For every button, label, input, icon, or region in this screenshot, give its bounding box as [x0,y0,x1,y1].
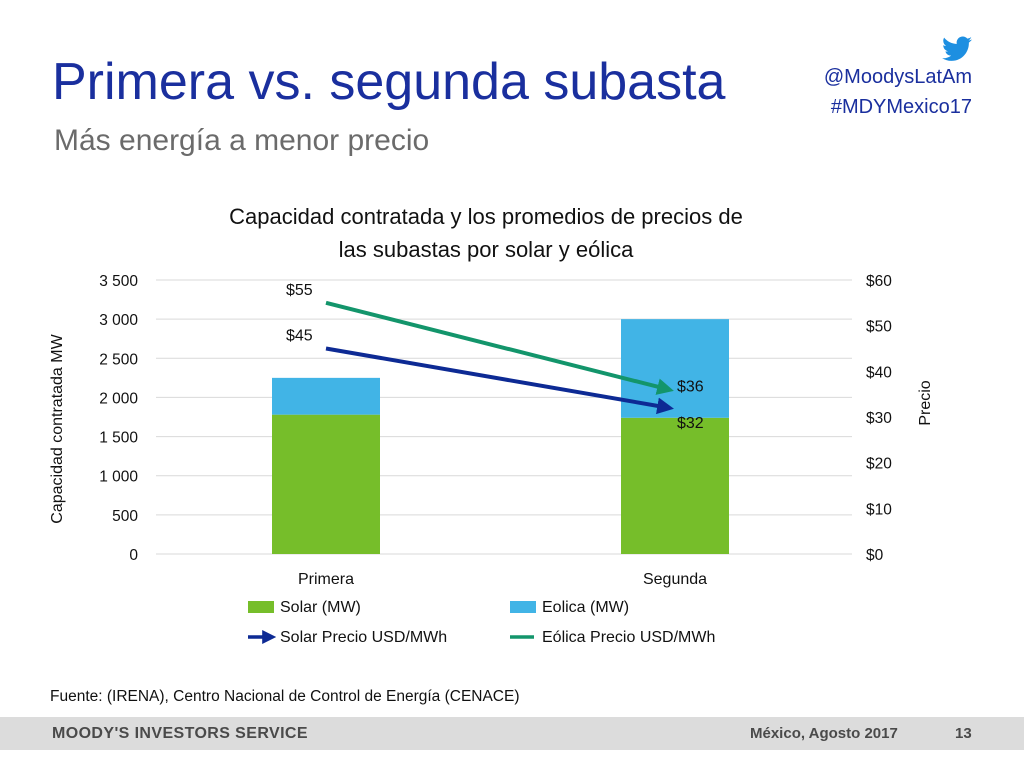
slide-title: Primera vs. segunda subasta [52,53,726,111]
slide-subtitle: Más energía a menor precio [54,124,430,157]
bar-eolica-primera [272,377,380,415]
bars [272,319,729,554]
gridlines [156,279,852,555]
bar-solar-segunda [621,417,729,554]
y2-tick-label: $0 [866,547,884,564]
price-line-eolica [325,300,674,395]
y2-tick-label: $50 [866,319,892,336]
chart-title-line-1: Capacidad contratada y los promedios de … [229,204,743,229]
legend-label-3: Eólica Precio USD/MWh [542,629,715,646]
category-label-primera: Primera [298,571,354,588]
legend-label-0: Solar (MW) [280,599,361,616]
footer-brand: MOODY'S INVESTORS SERVICE [52,725,308,742]
price-label-solar-segunda: $32 [677,415,704,432]
y-tick-label: 3 000 [99,312,138,329]
legend-label-2: Solar Precio USD/MWh [280,629,447,646]
capacity-price-chart: Capacidad contratada y los promedios de … [49,204,934,646]
chart-title: Capacidad contratada y los promedios de … [229,204,743,262]
y2-tick-label: $60 [866,273,892,290]
source-note: Fuente: (IRENA), Centro Nacional de Cont… [50,688,520,705]
y-tick-label: 500 [112,508,138,525]
y-tick-label: 2 500 [99,351,138,368]
y-axis-label: Capacidad contratada MW [49,333,66,523]
legend-swatch-0 [248,601,274,613]
y-tick-label: 3 500 [99,273,138,290]
legend-item-1: Eolica (MW) [510,599,629,616]
legend: Solar (MW) Eolica (MW) Solar Precio USD/MW… [248,599,715,646]
legend-label-1: Eolica (MW) [542,599,629,616]
footer-bar: MOODY'S INVESTORS SERVICE México, Agosto… [0,717,1024,750]
axes: 0 500 1 000 1 500 2 000 2 500 3 000 3 500 $0 $10 $… [49,273,934,588]
y2-tick-label: $40 [866,364,892,381]
hashtag: #MDYMexico17 [830,96,972,118]
legend-item-3: Eólica Precio USD/MWh [510,629,715,646]
legend-item-2: Solar Precio USD/MWh [248,629,447,646]
y-tick-label: 0 [129,547,138,564]
social-handle: @MoodysLatAm [823,66,972,88]
legend-item-0: Solar (MW) [248,599,361,616]
price-line-solar [325,346,674,415]
chart-title-line-2: las subastas por solar y eólica [339,237,634,262]
price-lines: $45 $32 $55 $36 [286,282,704,432]
page-number: 13 [955,725,972,742]
y-tick-label: 1 000 [99,469,138,486]
price-label-eolica-segunda: $36 [677,379,704,396]
y2-axis-label: Precio [917,380,934,425]
price-label-solar-primera: $45 [286,328,313,345]
legend-swatch-1 [510,601,536,613]
social-block: @MoodysLatAm #MDYMexico17 [824,36,972,122]
category-label-segunda: Segunda [643,571,707,588]
price-label-eolica-primera: $55 [286,282,313,299]
y2-tick-label: $10 [866,501,892,518]
bar-solar-primera [272,414,380,554]
y-tick-label: 1 500 [99,430,138,447]
y2-tick-label: $30 [866,410,892,427]
twitter-bird-icon [942,36,972,61]
y-tick-label: 2 000 [99,390,138,407]
y2-tick-label: $20 [866,456,892,473]
footer-date: México, Agosto 2017 [750,725,898,742]
